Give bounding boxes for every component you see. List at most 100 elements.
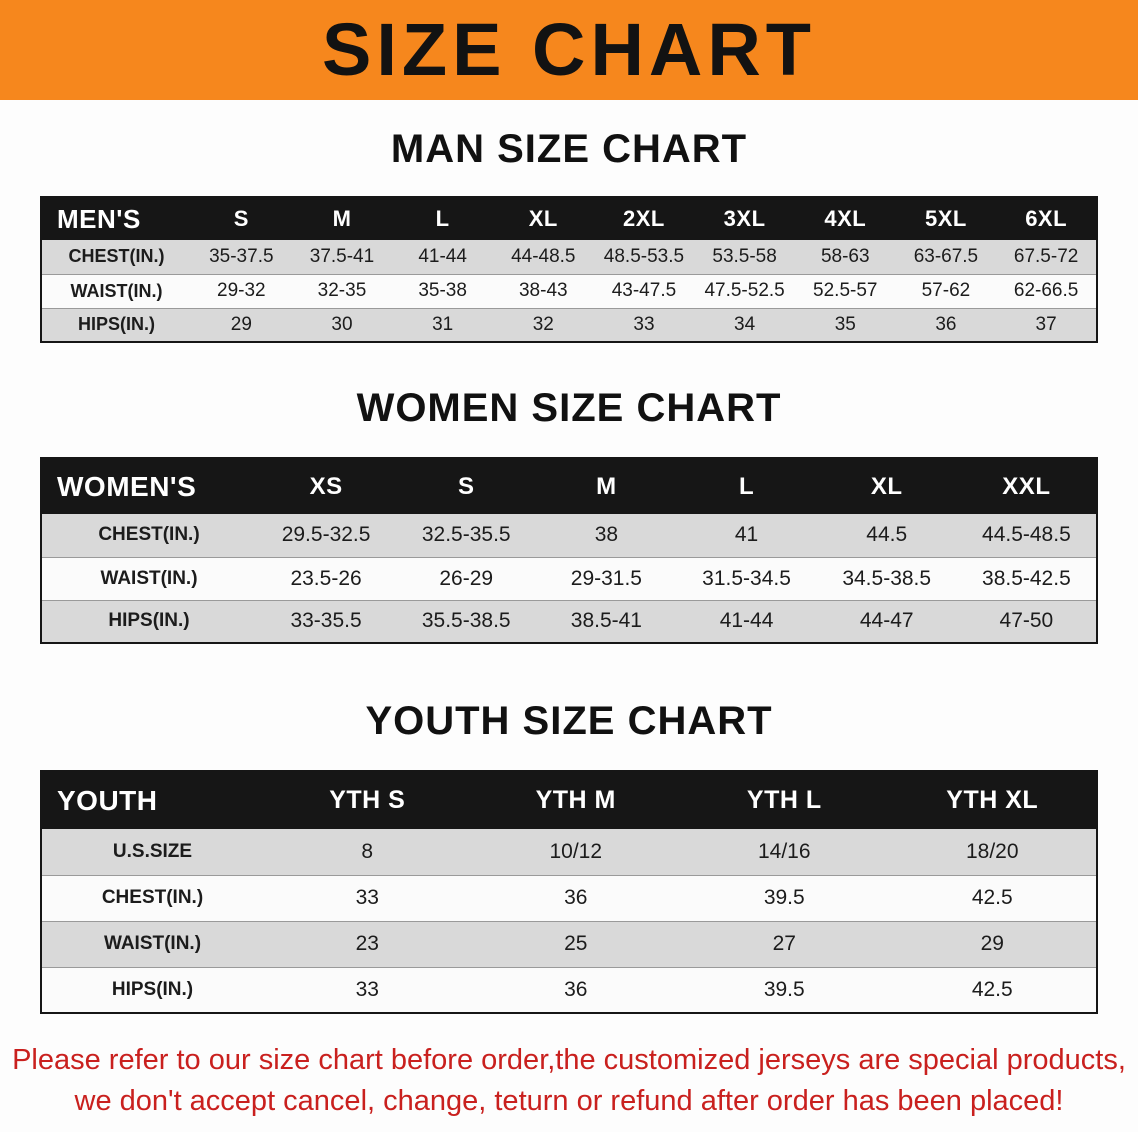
women-size-table: WOMEN'S XS S M L XL XXL CHEST(IN.) 29.5-32.5 32.5…	[40, 457, 1098, 644]
women-value-cell: 31.5-34.5	[702, 566, 791, 590]
men-size-table: MEN'S S M L XL 2XL 3XL 4XL 5XL 6XL CHEST(IN.) 35-37…	[40, 196, 1098, 343]
women-value-cell: 23.5-26	[290, 566, 362, 590]
men-value-cell: 38-43	[518, 280, 568, 301]
women-header-row: WOMEN'S XS S M L XL XXL	[41, 458, 1097, 514]
youth-header-row: YOUTH YTH S YTH M YTH L YTH XL	[41, 771, 1097, 829]
footer-note-line-2: we don't accept cancel, change, teturn o…	[74, 1085, 1064, 1117]
women-table-row: WAIST(IN.) 23.5-26 26-29 29-31.5 31.5-34.5 34…	[41, 557, 1097, 600]
men-value-cell: 53.5-58	[712, 245, 777, 267]
men-value-cell: 58-63	[820, 245, 870, 267]
youth-value-cell: 36	[564, 886, 588, 909]
men-header-cell: 5XL	[895, 197, 997, 240]
men-row-label: CHEST(IN.)	[68, 246, 165, 267]
men-value-cell: 43-47.5	[611, 280, 677, 301]
youth-table-row: CHEST(IN.) 33 36 39.5 42.5	[41, 875, 1097, 921]
men-value-cell: 62-66.5	[1013, 280, 1079, 301]
men-header-cell: 2XL	[593, 197, 695, 240]
men-header-cell: XL	[492, 197, 594, 240]
youth-value-cell: 39.5	[763, 886, 805, 909]
men-value-cell: 33	[633, 313, 655, 335]
men-value-cell: 29	[230, 313, 252, 335]
men-header-label: MEN'S	[41, 197, 191, 240]
men-value-cell: 37	[1035, 313, 1057, 335]
youth-value-cell: 14/16	[757, 839, 811, 863]
men-header-cell: M	[291, 197, 393, 240]
men-row-label: WAIST(IN.)	[70, 280, 163, 301]
youth-table-row: HIPS(IN.) 33 36 39.5 42.5	[41, 967, 1097, 1013]
youth-table-row: WAIST(IN.) 23 25 27 29	[41, 921, 1097, 967]
men-value-cell: 30	[331, 313, 353, 335]
women-row-label: HIPS(IN.)	[108, 610, 190, 632]
youth-header-cell: YTH M	[471, 771, 680, 829]
men-header-cell: 6XL	[996, 197, 1097, 240]
women-value-cell: 44.5-48.5	[982, 523, 1071, 547]
banner-title: SIZE CHART	[322, 8, 816, 91]
women-header-cell: M	[536, 458, 677, 514]
women-header-cell: L	[676, 458, 817, 514]
youth-section-heading: YOUTH SIZE CHART	[365, 699, 773, 743]
men-value-cell: 52.5-57	[813, 280, 878, 301]
women-value-cell: 29.5-32.5	[281, 523, 371, 547]
men-value-cell: 44-48.5	[511, 245, 576, 267]
men-value-cell: 41-44	[418, 245, 467, 267]
women-value-cell: 38.5-42.5	[982, 566, 1071, 590]
men-table-row: HIPS(IN.) 29 30 31 32 33 34 35 36 37	[41, 308, 1097, 342]
women-table-row: HIPS(IN.) 33-35.5 35.5-38.5 38.5-41 41-44 44-…	[41, 600, 1097, 643]
banner: SIZE CHART	[0, 0, 1138, 100]
women-header-label: WOMEN'S	[41, 458, 256, 514]
men-value-cell: 47.5-52.5	[704, 280, 785, 301]
women-value-cell: 26-29	[439, 566, 494, 590]
youth-value-cell: 10/12	[549, 839, 603, 863]
men-value-cell: 35	[834, 313, 856, 335]
youth-value-cell: 39.5	[763, 977, 805, 1001]
men-value-cell: 29-32	[217, 280, 266, 301]
youth-value-cell: 42.5	[971, 886, 1013, 909]
youth-row-label: WAIST(IN.)	[103, 933, 202, 954]
women-header-cell: XS	[256, 458, 397, 514]
men-section-heading: MAN SIZE CHART	[390, 127, 748, 171]
youth-value-cell: 42.5	[971, 977, 1013, 1001]
women-value-cell: 44.5	[866, 523, 908, 547]
youth-value-cell: 25	[564, 932, 588, 955]
women-value-cell: 47-50	[999, 609, 1054, 633]
men-value-cell: 37.5-41	[309, 245, 375, 267]
men-value-cell: 35-37.5	[209, 245, 274, 267]
men-value-cell: 63-67.5	[913, 245, 979, 267]
footer-note-line-1: Please refer to our size chart before or…	[12, 1044, 1126, 1076]
women-value-cell: 32.5-35.5	[421, 523, 511, 547]
youth-row-label: CHEST(IN.)	[101, 887, 204, 908]
women-header-cell: XL	[816, 458, 957, 514]
men-header-cell: S	[191, 197, 292, 240]
women-table-row: CHEST(IN.) 29.5-32.5 32.5-35.5 38 41 44.5 44.5…	[41, 514, 1097, 557]
women-row-label: CHEST(IN.)	[98, 524, 200, 546]
women-value-cell: 41-44	[719, 609, 774, 633]
men-row-label: HIPS(IN.)	[77, 314, 155, 335]
men-table-row: CHEST(IN.) 35-37.5 37.5-41 41-44 44-48.5 48.5…	[41, 240, 1097, 274]
women-value-cell: 33-35.5	[290, 609, 362, 633]
youth-row-label: U.S.SIZE	[112, 840, 193, 862]
youth-value-cell: 18/20	[965, 839, 1019, 863]
youth-header-cell: YTH XL	[888, 771, 1097, 829]
men-table-row: WAIST(IN.) 29-32 32-35 35-38 38-43 43-47.5 47.…	[41, 274, 1097, 308]
women-header-cell: S	[396, 458, 537, 514]
youth-table-row: U.S.SIZE 8 10/12 14/16 18/20	[41, 829, 1097, 875]
women-section-heading: WOMEN SIZE CHART	[356, 386, 782, 430]
footer-note: Please refer to our size chart before or…	[0, 1040, 1138, 1122]
men-value-cell: 67.5-72	[1013, 245, 1079, 267]
youth-value-cell: 33	[355, 977, 379, 1001]
youth-value-cell: 27	[772, 932, 796, 955]
youth-size-table: YOUTH YTH S YTH M YTH L YTH XL U.S.SIZE 8 10/12…	[40, 770, 1098, 1014]
youth-header-cell: YTH S	[263, 771, 472, 829]
women-value-cell: 38	[594, 523, 619, 547]
women-value-cell: 38.5-41	[570, 609, 642, 633]
men-value-cell: 34	[734, 313, 756, 335]
women-value-cell: 44-47	[859, 609, 914, 633]
men-value-cell: 35-38	[418, 280, 467, 301]
women-value-cell: 41	[734, 523, 759, 547]
men-header-cell: 4XL	[794, 197, 896, 240]
youth-header-cell: YTH L	[680, 771, 889, 829]
women-header-cell: XXL	[956, 458, 1097, 514]
men-value-cell: 57-62	[921, 280, 971, 301]
men-value-cell: 32	[532, 313, 554, 335]
